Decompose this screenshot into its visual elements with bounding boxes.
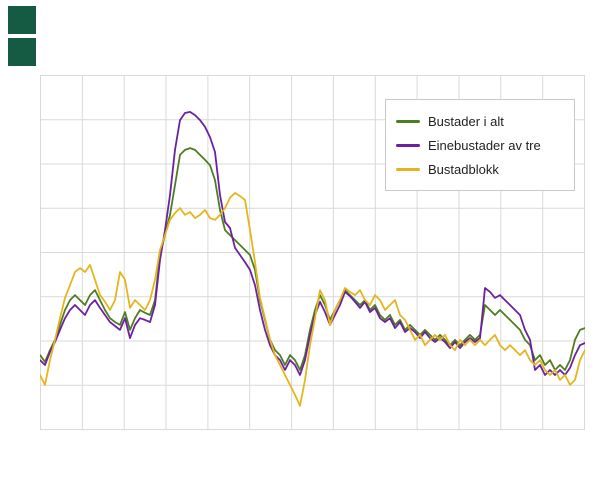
legend-swatch bbox=[396, 119, 420, 123]
legend-label: Einebustader av tre bbox=[428, 137, 541, 153]
legend-label: Bustader i alt bbox=[428, 113, 504, 129]
legend-label: Bustadblokk bbox=[428, 161, 499, 177]
legend-item-bustader-i-alt[interactable]: Bustader i alt bbox=[396, 110, 564, 132]
logo-square-bottom bbox=[8, 38, 36, 66]
legend: Bustader i alt Einebustader av tre Busta… bbox=[385, 99, 575, 191]
legend-item-einebustader-av-tre[interactable]: Einebustader av tre bbox=[396, 134, 564, 156]
legend-item-bustadblokk[interactable]: Bustadblokk bbox=[396, 158, 564, 180]
legend-swatch bbox=[396, 167, 420, 171]
logo-square-top bbox=[8, 6, 36, 34]
legend-swatch bbox=[396, 143, 420, 147]
